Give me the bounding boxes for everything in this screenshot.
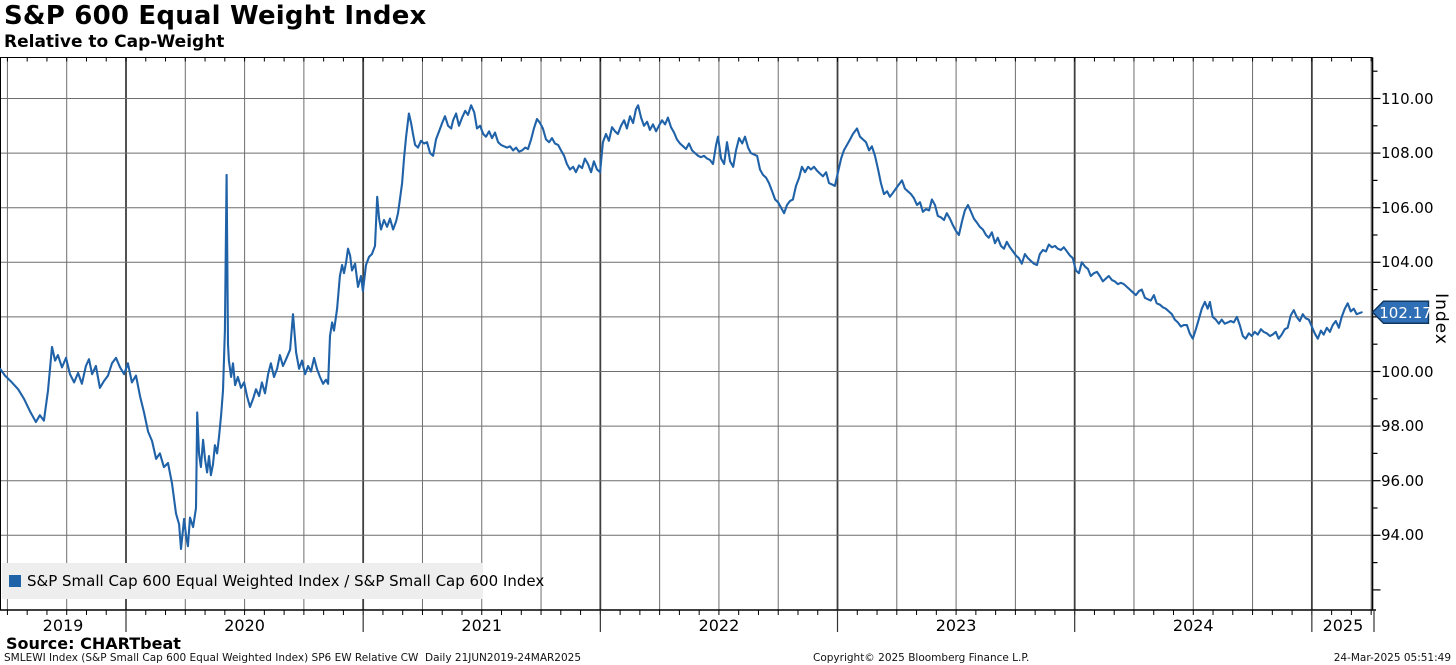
last-price-badge — [1371, 300, 1430, 324]
y-axis-tick-label: 106.00 — [1381, 198, 1434, 217]
y-axis-tick-label: 98.00 — [1381, 417, 1424, 436]
y-axis-tick-label: 104.00 — [1381, 253, 1434, 272]
y-axis-tick-label: 100.00 — [1381, 362, 1434, 381]
y-axis-title: Index — [1431, 293, 1451, 345]
source-line: Source: CHARTbeat — [6, 634, 181, 653]
footnote-timestamp: 24-Mar-2025 05:51:49 — [1333, 652, 1451, 664]
y-axis-tick-label: 110.00 — [1381, 89, 1434, 108]
page-subtitle: Relative to Cap-Weight — [4, 32, 225, 52]
x-axis-year-label: 2020 — [224, 616, 265, 635]
y-axis-tick-label: 94.00 — [1381, 526, 1424, 545]
legend-series-label: S&P Small Cap 600 Equal Weighted Index /… — [27, 572, 545, 590]
y-axis-tick-label: 96.00 — [1381, 471, 1424, 490]
x-axis-year-label: 2024 — [1172, 616, 1214, 635]
legend-series-marker-icon — [9, 575, 21, 587]
y-axis-tick-label: 108.00 — [1381, 144, 1434, 163]
last-price-badge-label: 102.17 — [1379, 304, 1432, 322]
x-axis-year-label: 2022 — [698, 616, 740, 635]
footnote-ticker-description: SMLEWI Index (S&P Small Cap 600 Equal We… — [4, 652, 582, 664]
x-axis-year-label: 2021 — [461, 616, 503, 635]
legend: S&P Small Cap 600 Equal Weighted Index /… — [2, 563, 544, 599]
price-line — [0, 104, 1363, 551]
x-axis-year-label: 2025 — [1322, 616, 1364, 635]
page-title: S&P 600 Equal Weight Index — [4, 1, 427, 31]
x-axis-year-label: 2019 — [42, 616, 84, 635]
footnote-copyright: Copyright© 2025 Bloomberg Finance L.P. — [813, 652, 1030, 664]
x-axis-year-label: 2023 — [935, 616, 977, 635]
